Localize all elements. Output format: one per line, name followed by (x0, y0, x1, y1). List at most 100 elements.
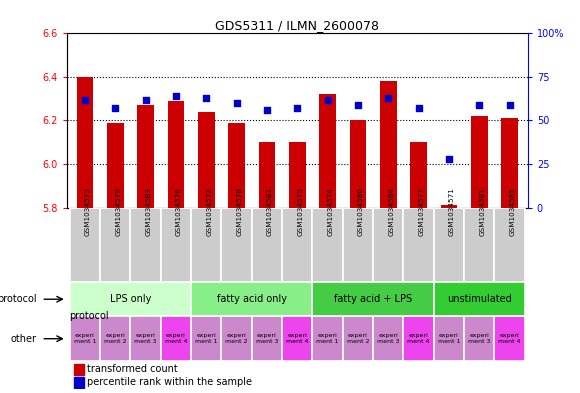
Text: GSM1034580: GSM1034580 (358, 187, 364, 236)
FancyBboxPatch shape (222, 208, 252, 282)
Text: protocol: protocol (69, 311, 108, 321)
Bar (441, 205, 457, 208)
FancyBboxPatch shape (494, 316, 525, 361)
FancyBboxPatch shape (434, 282, 525, 316)
Bar (107, 123, 124, 208)
Bar (350, 121, 366, 208)
Text: GSM1034573: GSM1034573 (85, 187, 91, 236)
Text: GSM1034577: GSM1034577 (419, 187, 425, 236)
Text: GSM1034578: GSM1034578 (237, 187, 242, 236)
Text: GSM1034572: GSM1034572 (206, 187, 212, 236)
FancyBboxPatch shape (313, 282, 434, 316)
Text: other: other (10, 334, 37, 344)
FancyBboxPatch shape (313, 208, 343, 282)
FancyBboxPatch shape (252, 208, 282, 282)
FancyBboxPatch shape (70, 208, 100, 282)
FancyBboxPatch shape (313, 316, 343, 361)
FancyBboxPatch shape (343, 316, 373, 361)
FancyBboxPatch shape (191, 208, 222, 282)
Point (80, 96, 89, 103)
Text: GSM1034575: GSM1034575 (297, 187, 303, 236)
Point (444, 156, 454, 162)
FancyBboxPatch shape (100, 208, 130, 282)
Text: experi
ment 1: experi ment 1 (195, 333, 218, 344)
Bar (198, 112, 215, 208)
FancyBboxPatch shape (100, 316, 130, 361)
Text: fatty acid + LPS: fatty acid + LPS (334, 294, 412, 304)
Point (232, 100, 241, 106)
Bar (410, 142, 427, 208)
Text: experi
ment 3: experi ment 3 (377, 333, 400, 344)
FancyBboxPatch shape (70, 282, 191, 316)
Text: GSM1034585: GSM1034585 (510, 187, 516, 236)
Text: experi
ment 3: experi ment 3 (468, 333, 491, 344)
Point (111, 105, 120, 111)
Text: experi
ment 4: experi ment 4 (165, 333, 187, 344)
FancyBboxPatch shape (464, 208, 494, 282)
FancyBboxPatch shape (343, 208, 373, 282)
FancyBboxPatch shape (404, 208, 434, 282)
Text: experi
ment 1: experi ment 1 (438, 333, 460, 344)
FancyBboxPatch shape (252, 316, 282, 361)
Bar (289, 142, 306, 208)
Text: GSM1034576: GSM1034576 (176, 187, 182, 236)
Bar (74, 364, 84, 375)
Text: experi
ment 3: experi ment 3 (256, 333, 278, 344)
Text: protocol: protocol (0, 294, 37, 304)
Point (262, 107, 271, 113)
Bar (137, 105, 154, 208)
Text: GSM1034583: GSM1034583 (146, 187, 151, 236)
Point (323, 96, 332, 103)
Text: unstimulated: unstimulated (447, 294, 512, 304)
Title: GDS5311 / ILMN_2600078: GDS5311 / ILMN_2600078 (215, 19, 379, 32)
Text: percentile rank within the sample: percentile rank within the sample (88, 377, 252, 387)
Point (353, 102, 362, 108)
Point (171, 93, 180, 99)
Text: GSM1034574: GSM1034574 (328, 187, 334, 236)
FancyBboxPatch shape (494, 208, 525, 282)
Point (292, 105, 302, 111)
Text: GSM1034581: GSM1034581 (479, 187, 485, 236)
FancyBboxPatch shape (161, 208, 191, 282)
Point (202, 95, 211, 101)
FancyBboxPatch shape (222, 316, 252, 361)
Text: transformed count: transformed count (88, 364, 178, 374)
Bar (229, 123, 245, 208)
FancyBboxPatch shape (404, 316, 434, 361)
Text: experi
ment 2: experi ment 2 (225, 333, 248, 344)
Text: experi
ment 4: experi ment 4 (407, 333, 430, 344)
Text: GSM1034571: GSM1034571 (449, 187, 455, 236)
FancyBboxPatch shape (282, 316, 313, 361)
FancyBboxPatch shape (130, 316, 161, 361)
Point (414, 105, 423, 111)
Bar (501, 118, 518, 208)
Point (474, 102, 484, 108)
FancyBboxPatch shape (191, 316, 222, 361)
Text: fatty acid only: fatty acid only (217, 294, 287, 304)
Bar (319, 94, 336, 208)
FancyBboxPatch shape (282, 208, 313, 282)
FancyBboxPatch shape (70, 316, 100, 361)
Text: experi
ment 3: experi ment 3 (135, 333, 157, 344)
Text: LPS only: LPS only (110, 294, 151, 304)
FancyBboxPatch shape (130, 208, 161, 282)
Text: experi
ment 1: experi ment 1 (74, 333, 96, 344)
Point (141, 96, 150, 103)
Text: experi
ment 2: experi ment 2 (347, 333, 369, 344)
FancyBboxPatch shape (434, 208, 464, 282)
Point (383, 95, 393, 101)
Bar (259, 142, 276, 208)
Text: GSM1034579: GSM1034579 (115, 187, 121, 236)
FancyBboxPatch shape (373, 316, 404, 361)
Bar (77, 77, 93, 208)
Bar (168, 101, 184, 208)
FancyBboxPatch shape (191, 282, 313, 316)
FancyBboxPatch shape (161, 316, 191, 361)
Text: experi
ment 4: experi ment 4 (286, 333, 309, 344)
Text: experi
ment 4: experi ment 4 (498, 333, 521, 344)
Bar (471, 116, 488, 208)
FancyBboxPatch shape (373, 208, 404, 282)
FancyBboxPatch shape (464, 316, 494, 361)
Text: experi
ment 2: experi ment 2 (104, 333, 126, 344)
FancyBboxPatch shape (434, 316, 464, 361)
